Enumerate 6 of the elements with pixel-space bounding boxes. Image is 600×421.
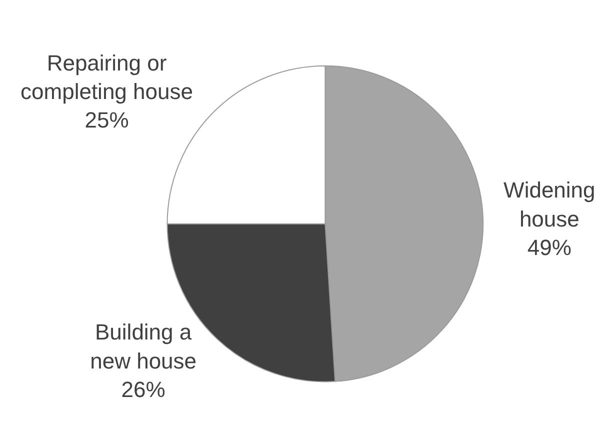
slice-label: Repairing or completing house bbox=[20, 50, 193, 104]
slice-label: Building a new house bbox=[90, 320, 197, 374]
data-label: 26% bbox=[121, 376, 166, 402]
slice-label: Widening house bbox=[504, 178, 596, 232]
data-label: 49% bbox=[527, 234, 572, 260]
data-label: 25% bbox=[84, 108, 129, 133]
